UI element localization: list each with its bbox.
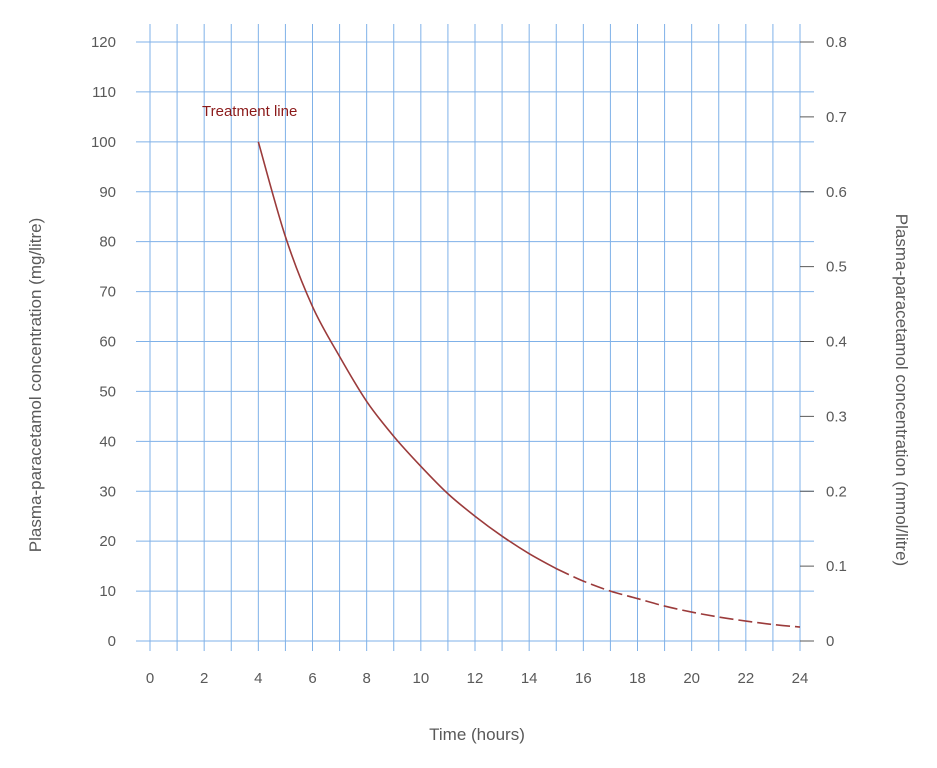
y2-tick-label: 0.6 <box>826 184 847 201</box>
y2-tick-label: 0.1 <box>826 558 847 575</box>
x-tick-label: 20 <box>683 670 700 687</box>
x-tick-label: 6 <box>308 670 316 687</box>
y-tick-label: 90 <box>99 184 116 201</box>
y2-tick-label: 0.3 <box>826 408 847 425</box>
x-tick-label: 16 <box>575 670 592 687</box>
treatment-line-solid <box>257 141 557 570</box>
y2-tick-label: 0 <box>826 633 834 650</box>
y2-axis-ticks: 0 0.1 0.2 0.3 0.4 0.5 0.6 0.7 0.8 <box>800 34 847 650</box>
y-tick-label: 10 <box>99 583 116 600</box>
y-tick-label: 40 <box>99 433 116 450</box>
treatment-line-label: Treatment line <box>202 103 297 120</box>
x-tick-label: 4 <box>254 670 262 687</box>
treatment-line-dashed <box>555 567 801 628</box>
y-tick-label: 100 <box>91 134 116 151</box>
x-tick-label: 10 <box>412 670 429 687</box>
x-tick-label: 0 <box>146 670 154 687</box>
y-axis-ticks: 0 10 20 30 40 50 60 70 80 90 100 110 120 <box>91 34 116 650</box>
y-tick-label: 20 <box>99 533 116 550</box>
y2-tick-label: 0.5 <box>826 259 847 276</box>
x-tick-label: 22 <box>737 670 754 687</box>
x-tick-label: 24 <box>792 670 809 687</box>
x-tick-label: 8 <box>362 670 370 687</box>
x-tick-label: 18 <box>629 670 646 687</box>
grid <box>136 24 814 651</box>
y-tick-label: 30 <box>99 483 116 500</box>
x-axis-ticks: 0 2 4 6 8 10 12 14 16 18 20 22 24 <box>146 670 809 687</box>
y-tick-label: 60 <box>99 334 116 351</box>
y2-axis-title: Plasma-paracetamol concentration (mmol/l… <box>892 214 911 566</box>
y-axis-title: Plasma-paracetamol concentration (mg/lit… <box>26 218 45 552</box>
y-tick-label: 120 <box>91 34 116 51</box>
y-tick-label: 0 <box>108 633 116 650</box>
series-group <box>257 141 801 628</box>
x-axis-title: Time (hours) <box>429 725 525 744</box>
x-tick-label: 12 <box>467 670 484 687</box>
y-tick-label: 110 <box>92 84 116 101</box>
y-tick-label: 50 <box>99 383 116 400</box>
x-tick-label: 14 <box>521 670 538 687</box>
y-tick-label: 70 <box>99 284 116 301</box>
y2-tick-label: 0.2 <box>826 483 847 500</box>
y2-tick-label: 0.7 <box>826 109 847 126</box>
y-tick-label: 80 <box>99 234 116 251</box>
x-tick-label: 2 <box>200 670 208 687</box>
y2-tick-label: 0.8 <box>826 34 847 51</box>
y2-tick-label: 0.4 <box>826 334 847 351</box>
